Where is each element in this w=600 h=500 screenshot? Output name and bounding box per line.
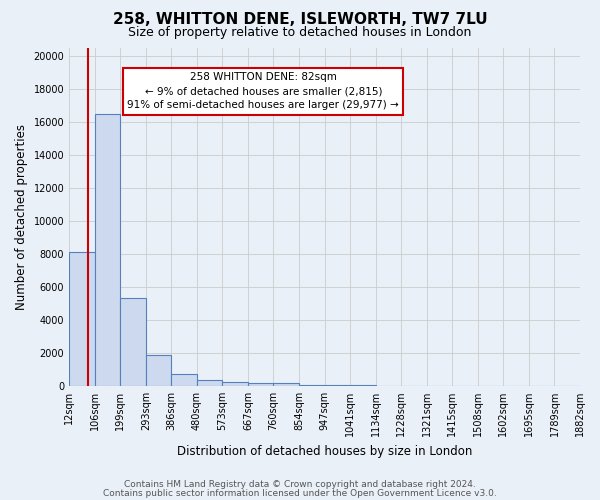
Text: Contains HM Land Registry data © Crown copyright and database right 2024.: Contains HM Land Registry data © Crown c… (124, 480, 476, 489)
Text: 258 WHITTON DENE: 82sqm
← 9% of detached houses are smaller (2,815)
91% of semi-: 258 WHITTON DENE: 82sqm ← 9% of detached… (127, 72, 399, 110)
Bar (197, 380, 223, 386)
Bar (69, 252, 95, 386)
Bar (274, 384, 299, 386)
Text: Size of property relative to detached houses in London: Size of property relative to detached ho… (128, 26, 472, 39)
Bar (120, 298, 146, 386)
Bar (223, 382, 248, 386)
Bar (172, 374, 197, 386)
Text: Contains public sector information licensed under the Open Government Licence v3: Contains public sector information licen… (103, 488, 497, 498)
Bar (95, 114, 120, 386)
X-axis label: Distribution of detached houses by size in London: Distribution of detached houses by size … (177, 444, 472, 458)
Y-axis label: Number of detached properties: Number of detached properties (15, 124, 28, 310)
Text: 258, WHITTON DENE, ISLEWORTH, TW7 7LU: 258, WHITTON DENE, ISLEWORTH, TW7 7LU (113, 12, 487, 28)
Bar (248, 382, 274, 386)
Bar (146, 356, 172, 386)
Bar (299, 385, 325, 386)
